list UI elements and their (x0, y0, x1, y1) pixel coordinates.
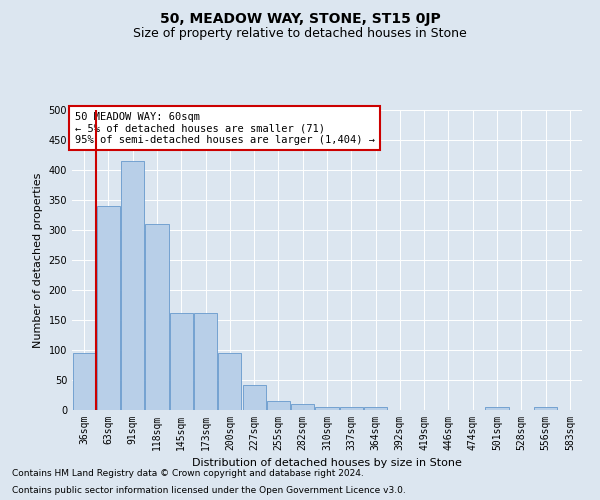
Bar (340, 407, 363, 410)
Bar (485, 407, 509, 410)
Bar (267, 401, 290, 410)
Bar (170, 313, 193, 410)
Bar (364, 407, 387, 410)
X-axis label: Distribution of detached houses by size in Stone: Distribution of detached houses by size … (192, 458, 462, 468)
Y-axis label: Number of detached properties: Number of detached properties (33, 172, 43, 348)
Text: Contains HM Land Registry data © Crown copyright and database right 2024.: Contains HM Land Registry data © Crown c… (12, 468, 364, 477)
Bar (73, 353, 95, 410)
Text: Size of property relative to detached houses in Stone: Size of property relative to detached ho… (133, 28, 467, 40)
Bar (316, 407, 338, 410)
Bar (242, 385, 266, 410)
Bar (145, 224, 169, 410)
Text: 50 MEADOW WAY: 60sqm
← 5% of detached houses are smaller (71)
95% of semi-detach: 50 MEADOW WAY: 60sqm ← 5% of detached ho… (74, 112, 374, 144)
Text: 50, MEADOW WAY, STONE, ST15 0JP: 50, MEADOW WAY, STONE, ST15 0JP (160, 12, 440, 26)
Bar (291, 404, 314, 410)
Text: Contains public sector information licensed under the Open Government Licence v3: Contains public sector information licen… (12, 486, 406, 495)
Bar (194, 313, 217, 410)
Bar (534, 407, 557, 410)
Bar (97, 206, 120, 410)
Bar (121, 161, 144, 410)
Bar (218, 353, 241, 410)
